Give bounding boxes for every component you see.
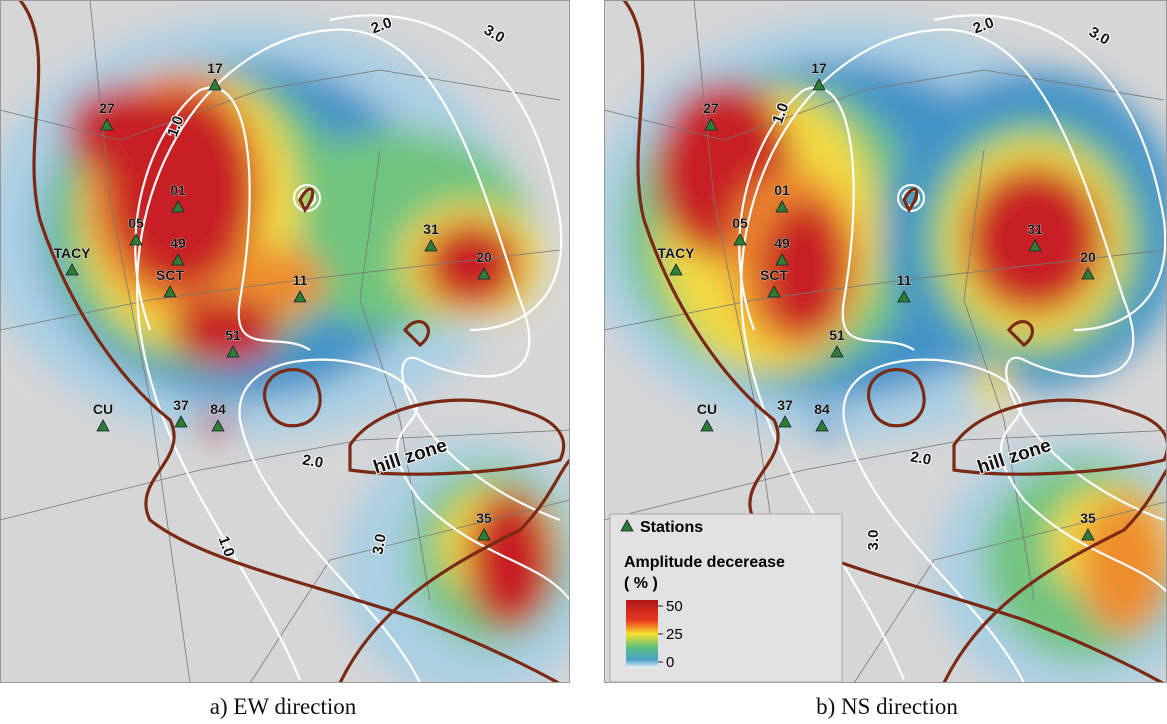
station-label: SCT <box>760 267 788 283</box>
station-label: 27 <box>99 100 115 116</box>
station-label: SCT <box>156 267 184 283</box>
figure: 1.02.03.02.03.01.0hill zone1727010549TAC… <box>0 0 1167 724</box>
station-label: 11 <box>293 272 308 288</box>
panel-caption: b) NS direction <box>816 694 958 719</box>
amplitude-blob <box>964 165 1104 315</box>
legend-title: Amplitude decerease <box>624 554 785 571</box>
station-label: 05 <box>128 215 144 231</box>
station-label: 37 <box>777 397 793 413</box>
station-label: 20 <box>1080 249 1096 265</box>
station-label: 01 <box>774 182 790 198</box>
legend-stations: Stations <box>640 519 703 536</box>
station-label: 31 <box>423 221 439 237</box>
station-label: 17 <box>207 60 223 76</box>
legend-tick-label: 50 <box>666 598 683 615</box>
station-label: 05 <box>732 215 748 231</box>
station-label: 51 <box>829 327 845 343</box>
station-label: 17 <box>811 60 827 76</box>
station-label: TACY <box>657 245 695 261</box>
station-label: 37 <box>173 397 189 413</box>
station-label: 84 <box>210 401 226 417</box>
station-label: 84 <box>814 401 830 417</box>
station-label: 35 <box>1080 510 1096 526</box>
station-label: TACY <box>53 245 91 261</box>
station-label: CU <box>697 401 717 417</box>
contour-label: 2.0 <box>301 451 324 471</box>
contour-label: 2.0 <box>909 448 932 468</box>
legend-colorbar <box>626 600 658 668</box>
legend-unit: ( % ) <box>624 575 658 592</box>
station-label: 11 <box>897 272 912 288</box>
panel-caption: a) EW direction <box>210 694 357 719</box>
station-label: 49 <box>774 235 790 251</box>
station-label: CU <box>93 401 113 417</box>
station-label: 49 <box>170 235 186 251</box>
contour-label: 3.0 <box>369 532 389 555</box>
station-label: 27 <box>703 100 719 116</box>
station-label: 31 <box>1027 221 1043 237</box>
station-label: 35 <box>476 510 492 526</box>
station-label: 20 <box>476 249 492 265</box>
contour-label: 3.0 <box>865 530 882 551</box>
station-label: 01 <box>170 182 186 198</box>
legend-tick-label: 0 <box>666 654 674 671</box>
legend: Stations Amplitude decerease ( % ) 50 25 0 <box>610 514 842 682</box>
station-label: 51 <box>225 327 241 343</box>
legend-tick-label: 25 <box>666 626 683 643</box>
map-area <box>0 0 600 700</box>
